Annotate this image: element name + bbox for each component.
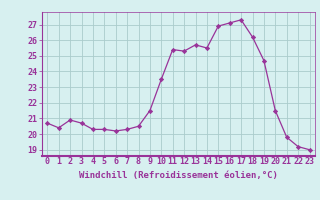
- X-axis label: Windchill (Refroidissement éolien,°C): Windchill (Refroidissement éolien,°C): [79, 171, 278, 180]
